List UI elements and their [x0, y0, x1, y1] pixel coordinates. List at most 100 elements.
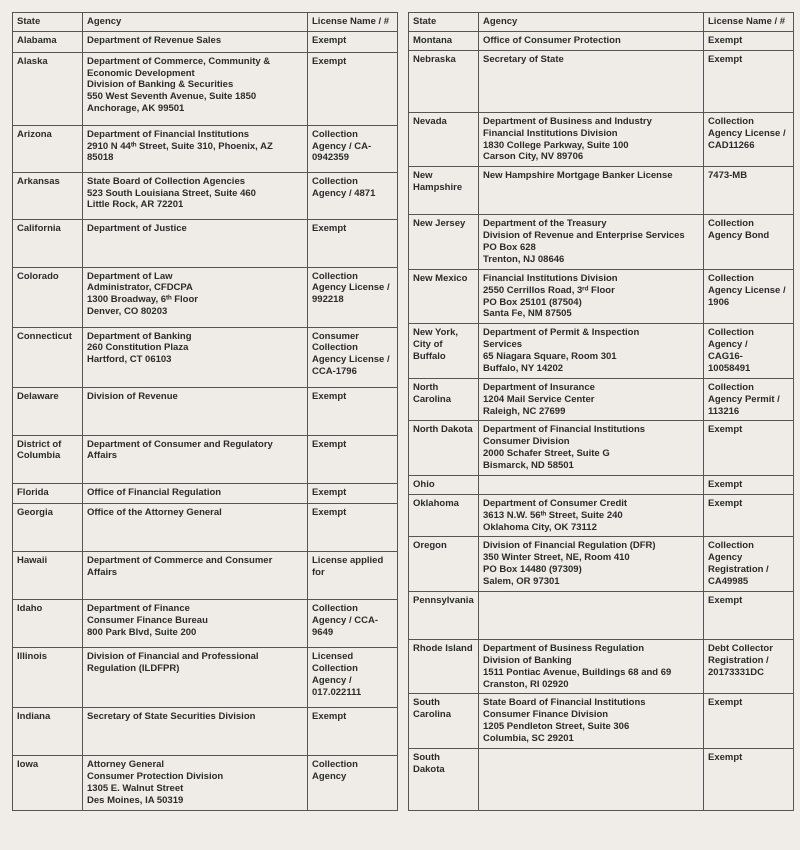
cell-agency: Department of Banking260 Constitution Pl…	[83, 327, 308, 387]
cell-license: 7473-MB	[704, 167, 794, 215]
cell-agency	[479, 475, 704, 494]
cell-state: Iowa	[13, 756, 83, 811]
cell-state: Illinois	[13, 648, 83, 708]
cell-agency: Department of Revenue Sales	[83, 31, 308, 52]
cell-state: South Carolina	[409, 694, 479, 749]
cell-state: District of Columbia	[13, 435, 83, 483]
header-state: State	[409, 13, 479, 32]
cell-state: Arkansas	[13, 172, 83, 219]
cell-state: South Dakota	[409, 748, 479, 810]
cell-license: Exempt	[704, 421, 794, 476]
cell-state: New Hampshire	[409, 167, 479, 215]
cell-license: Exempt	[704, 694, 794, 749]
cell-state: Nevada	[409, 112, 479, 167]
cell-agency	[479, 591, 704, 639]
cell-agency: Attorney GeneralConsumer Protection Divi…	[83, 756, 308, 811]
header-state: State	[13, 13, 83, 32]
table-row: OhioExempt	[409, 475, 794, 494]
table-row: ArizonaDepartment of Financial Instituti…	[13, 125, 398, 172]
cell-license: CollectionAgency Permit /113216	[704, 378, 794, 421]
table-row: OregonDivision of Financial Regulation (…	[409, 537, 794, 592]
cell-license: Exempt	[308, 708, 398, 756]
table-row: IdahoDepartment of FinanceConsumer Finan…	[13, 600, 398, 648]
cell-license: Exempt	[704, 494, 794, 537]
table-row: PennsylvaniaExempt	[409, 591, 794, 639]
table-row: ColoradoDepartment of LawAdministrator, …	[13, 267, 398, 327]
header-agency: Agency	[479, 13, 704, 32]
table-row: IowaAttorney GeneralConsumer Protection …	[13, 756, 398, 811]
cell-state: Florida	[13, 483, 83, 504]
table-row: ConnecticutDepartment of Banking260 Cons…	[13, 327, 398, 387]
table-row: New JerseyDepartment of the TreasuryDivi…	[409, 215, 794, 270]
cell-state: North Dakota	[409, 421, 479, 476]
cell-state: Alabama	[13, 31, 83, 52]
table-row: MontanaOffice of Consumer ProtectionExem…	[409, 31, 794, 50]
cell-license: CollectionAgency License /992218	[308, 267, 398, 327]
cell-state: Idaho	[13, 600, 83, 648]
table-row: AlabamaDepartment of Revenue SalesExempt	[13, 31, 398, 52]
table-row: North CarolinaDepartment of Insurance120…	[409, 378, 794, 421]
cell-agency: Department of the TreasuryDivision of Re…	[479, 215, 704, 270]
cell-state: Ohio	[409, 475, 479, 494]
left-table: State Agency License Name / # AlabamaDep…	[12, 12, 398, 811]
cell-license: CollectionAgency	[308, 756, 398, 811]
cell-agency: Office of Consumer Protection	[479, 31, 704, 50]
cell-license: CollectionAgency License /1906	[704, 269, 794, 324]
cell-state: Nebraska	[409, 50, 479, 112]
table-header-row: State Agency License Name / #	[409, 13, 794, 32]
cell-agency: Division of Revenue	[83, 387, 308, 435]
cell-state: Arizona	[13, 125, 83, 172]
cell-state: New York, City of Buffalo	[409, 324, 479, 379]
cell-agency: Department of Insurance1204 Mail Service…	[479, 378, 704, 421]
table-row: Rhode IslandDepartment of Business Regul…	[409, 639, 794, 694]
table-row: District of ColumbiaDepartment of Consum…	[13, 435, 398, 483]
cell-state: California	[13, 219, 83, 267]
cell-license: Exempt	[704, 50, 794, 112]
cell-state: Alaska	[13, 52, 83, 125]
cell-agency: State Board of Collection Agencies523 So…	[83, 172, 308, 219]
cell-agency: Department of Permit & InspectionService…	[479, 324, 704, 379]
table-row: New HampshireNew Hampshire Mortgage Bank…	[409, 167, 794, 215]
cell-license: Exempt	[308, 435, 398, 483]
table-row: IndianaSecretary of State Securities Div…	[13, 708, 398, 756]
cell-agency: Department of Financial InstitutionsCons…	[479, 421, 704, 476]
cell-state: Pennsylvania	[409, 591, 479, 639]
cell-license: Exempt	[308, 52, 398, 125]
cell-state: Indiana	[13, 708, 83, 756]
cell-license: License appliedfor	[308, 552, 398, 600]
cell-agency: Secretary of State	[479, 50, 704, 112]
cell-agency: Division of Financial and ProfessionalRe…	[83, 648, 308, 708]
cell-state: New Mexico	[409, 269, 479, 324]
table-row: South DakotaExempt	[409, 748, 794, 810]
cell-state: Delaware	[13, 387, 83, 435]
cell-license: Exempt	[308, 31, 398, 52]
table-row: OklahomaDepartment of Consumer Credit361…	[409, 494, 794, 537]
cell-agency: Division of Financial Regulation (DFR)35…	[479, 537, 704, 592]
table-row: North DakotaDepartment of Financial Inst…	[409, 421, 794, 476]
header-license: License Name / #	[704, 13, 794, 32]
page-wrapper: State Agency License Name / # AlabamaDep…	[12, 12, 788, 811]
cell-license: Exempt	[308, 483, 398, 504]
cell-agency: Office of Financial Regulation	[83, 483, 308, 504]
table-row: IllinoisDivision of Financial and Profes…	[13, 648, 398, 708]
cell-agency	[479, 748, 704, 810]
table-row: HawaiiDepartment of Commerce and Consume…	[13, 552, 398, 600]
cell-license: Exempt	[308, 504, 398, 552]
cell-agency: Department of Justice	[83, 219, 308, 267]
cell-agency: Secretary of State Securities Division	[83, 708, 308, 756]
cell-state: Oklahoma	[409, 494, 479, 537]
cell-state: Hawaii	[13, 552, 83, 600]
cell-agency: Department of Consumer Credit3613 N.W. 5…	[479, 494, 704, 537]
cell-state: New Jersey	[409, 215, 479, 270]
table-row: AlaskaDepartment of Commerce, Community …	[13, 52, 398, 125]
cell-license: CollectionAgency Bond	[704, 215, 794, 270]
cell-agency: State Board of Financial InstitutionsCon…	[479, 694, 704, 749]
table-header-row: State Agency License Name / #	[13, 13, 398, 32]
cell-state: Montana	[409, 31, 479, 50]
cell-license: CollectionAgency License /CAD11266	[704, 112, 794, 167]
cell-agency: Department of Financial Institutions2910…	[83, 125, 308, 172]
table-row: ArkansasState Board of Collection Agenci…	[13, 172, 398, 219]
table-row: New York, City of BuffaloDepartment of P…	[409, 324, 794, 379]
cell-agency: Office of the Attorney General	[83, 504, 308, 552]
cell-license: CollectionAgency /CAG16-10058491	[704, 324, 794, 379]
